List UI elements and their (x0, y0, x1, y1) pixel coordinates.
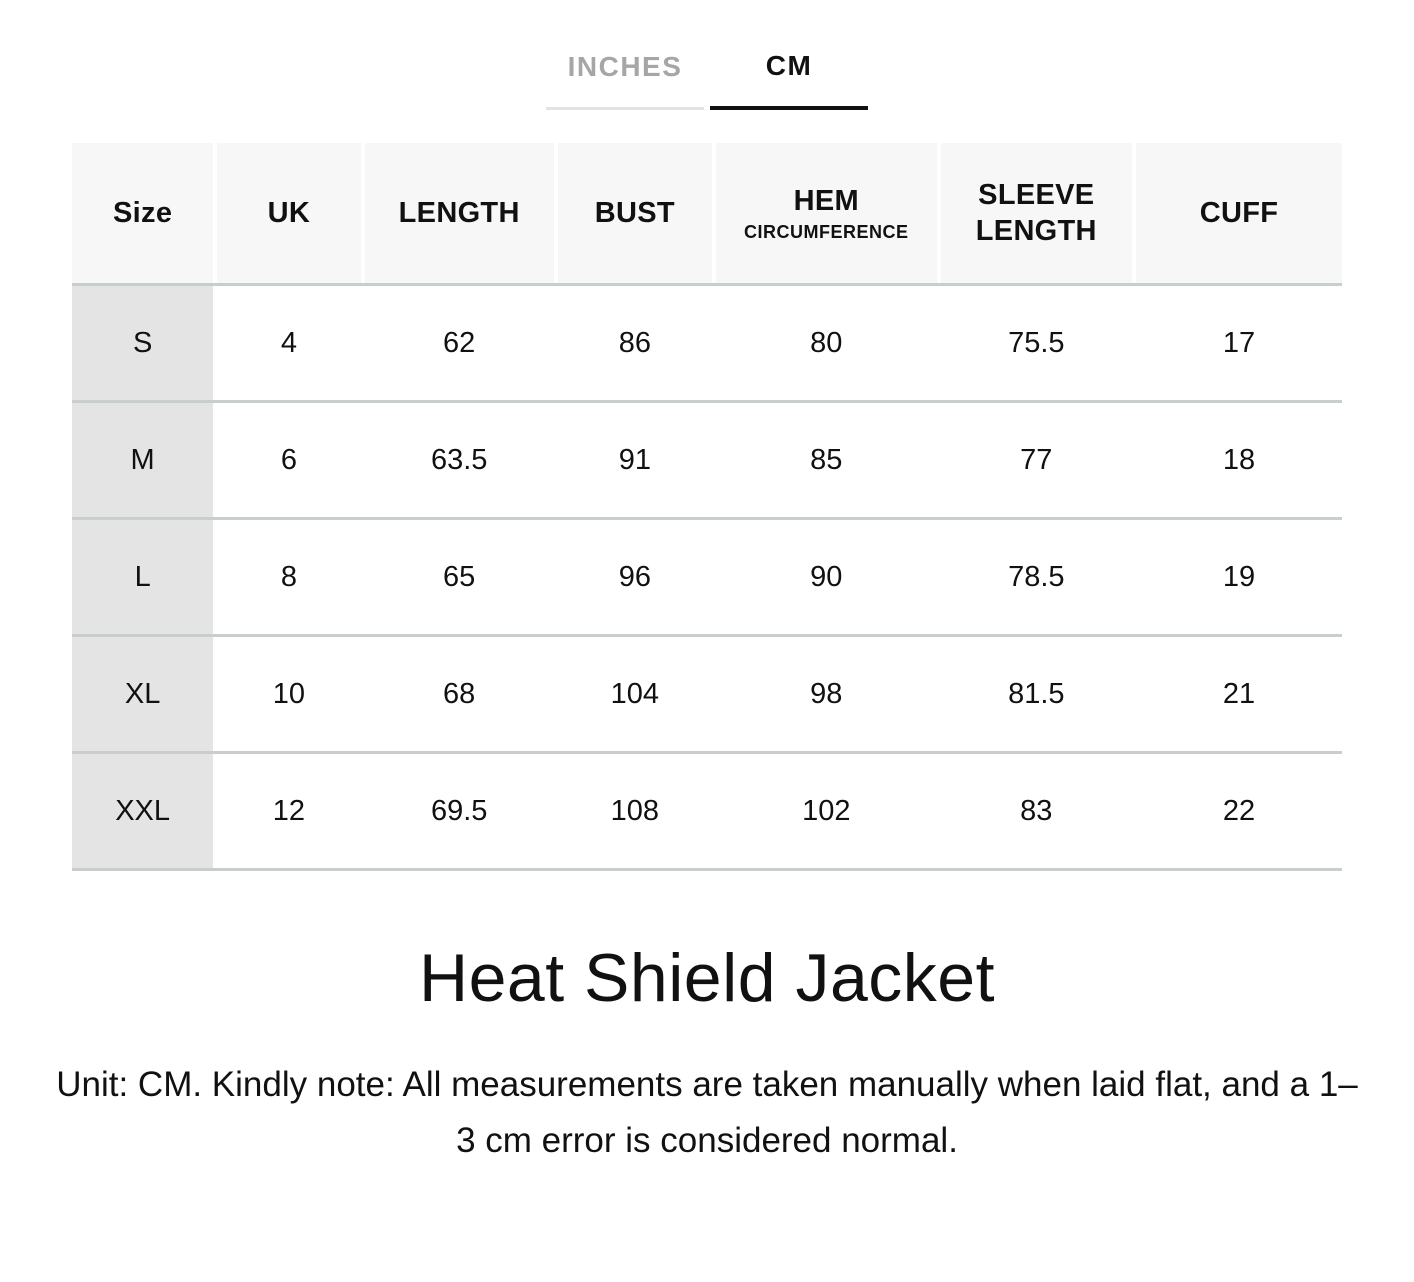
size-chart-table: Size UK LENGTH BUST HEM CIRCUMFERENCE SL… (72, 143, 1342, 871)
value-cell: 21 (1135, 637, 1342, 751)
value-cell: 81.5 (940, 637, 1132, 751)
header-label: Size (113, 196, 173, 229)
value-cell: 12 (217, 754, 361, 868)
value-cell: 8 (217, 520, 361, 634)
value-cell: 65 (364, 520, 554, 634)
tab-inches[interactable]: INCHES (546, 50, 704, 110)
size-cell: S (72, 286, 214, 400)
value-cell: 10 (217, 637, 361, 751)
value-cell: 78.5 (940, 520, 1132, 634)
value-cell: 83 (940, 754, 1132, 868)
value-cell: 85 (715, 403, 937, 517)
table-body: S 4 62 86 80 75.5 17 M 6 63.5 91 85 77 18 L 8 65 96 90 78.5… (72, 286, 1342, 871)
value-cell: 18 (1135, 403, 1342, 517)
measurement-note: Unit: CM. Kindly note: All measurements … (56, 1065, 1358, 1160)
size-cell: XL (72, 637, 214, 751)
table-row: XXL 12 69.5 108 102 83 22 (72, 754, 1342, 871)
value-cell: 96 (557, 520, 712, 634)
value-cell: 63.5 (364, 403, 554, 517)
value-cell: 104 (557, 637, 712, 751)
value-cell: 19 (1135, 520, 1342, 634)
value-cell: 102 (715, 754, 937, 868)
table-row: M 6 63.5 91 85 77 18 (72, 403, 1342, 520)
header-label: HEM (793, 184, 859, 217)
header-label: CUFF (1199, 196, 1279, 229)
header-cell-length: LENGTH (364, 143, 554, 283)
table-header-row: Size UK LENGTH BUST HEM CIRCUMFERENCE SL… (72, 143, 1342, 286)
header-cell-cuff: CUFF (1135, 143, 1342, 283)
size-cell: XXL (72, 754, 214, 868)
value-cell: 68 (364, 637, 554, 751)
header-label: LENGTH (398, 196, 520, 229)
size-cell: M (72, 403, 214, 517)
header-label: BUST (594, 196, 675, 229)
unit-tabs: INCHES CM (0, 50, 1414, 110)
value-cell: 86 (557, 286, 712, 400)
value-cell: 90 (715, 520, 937, 634)
value-cell: 80 (715, 286, 937, 400)
header-sublabel: CIRCUMFERENCE (744, 221, 909, 242)
table-row: S 4 62 86 80 75.5 17 (72, 286, 1342, 403)
header-label: UK (267, 196, 311, 229)
tab-cm[interactable]: CM (710, 50, 868, 110)
value-cell: 6 (217, 403, 361, 517)
table-row: XL 10 68 104 98 81.5 21 (72, 637, 1342, 754)
value-cell: 108 (557, 754, 712, 868)
product-title: Heat Shield Jacket (419, 940, 995, 1016)
value-cell: 98 (715, 637, 937, 751)
table-row: L 8 65 96 90 78.5 19 (72, 520, 1342, 637)
value-cell: 22 (1135, 754, 1342, 868)
header-cell-size: Size (72, 143, 214, 283)
header-label: SLEEVE LENGTH (975, 178, 1097, 247)
value-cell: 69.5 (364, 754, 554, 868)
value-cell: 75.5 (940, 286, 1132, 400)
header-cell-hem: HEM CIRCUMFERENCE (715, 143, 937, 283)
value-cell: 17 (1135, 286, 1342, 400)
header-cell-uk: UK (217, 143, 361, 283)
value-cell: 4 (217, 286, 361, 400)
size-cell: L (72, 520, 214, 634)
header-cell-bust: BUST (557, 143, 712, 283)
value-cell: 91 (557, 403, 712, 517)
value-cell: 77 (940, 403, 1132, 517)
header-cell-sleeve-length: SLEEVE LENGTH (940, 143, 1132, 283)
value-cell: 62 (364, 286, 554, 400)
